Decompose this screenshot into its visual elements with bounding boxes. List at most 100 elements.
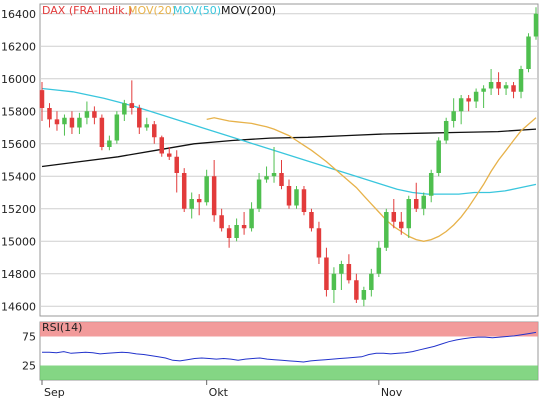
candle [346,254,352,284]
candle [309,208,314,232]
candle-body [189,199,194,209]
mov200-series [41,128,537,168]
candle [436,137,441,177]
y-tick-label: 16400 [1,8,36,21]
candle [443,117,449,144]
candle-body [166,153,172,157]
candle-body [533,13,539,37]
candle-body [526,36,531,69]
candle [354,273,359,303]
candle [451,98,456,128]
candle-body [518,69,524,92]
candle [481,85,486,108]
rsi-tick-label: 25 [22,360,36,373]
x-axis: SepOktNovD [41,380,403,399]
candle-body [54,119,60,125]
candle-body [458,98,464,112]
candle [286,179,292,209]
candle [428,169,434,203]
candle-body [226,228,232,238]
candle [137,104,142,134]
candle-body [473,91,479,102]
candle [369,268,374,297]
candle [533,7,539,40]
rsi-oversold-band [40,365,538,380]
candle-body [129,103,135,108]
candle-body [122,103,127,115]
candle-body [384,212,389,248]
candle-body [413,199,419,209]
price-plot-area [39,3,539,317]
candle-body [204,176,209,203]
candle [129,80,135,115]
candle [518,65,524,99]
candle [241,212,247,235]
candle-body [249,208,254,229]
candle-body [301,189,307,212]
candle-body [256,179,262,209]
candle [496,72,501,95]
candle-body [241,225,247,229]
candle-body [294,189,299,206]
candle [458,95,464,125]
candle [122,99,127,121]
candle-body [436,140,441,173]
candle [331,267,337,303]
mov20-series [206,117,537,242]
candle [361,286,367,307]
candle [107,135,112,151]
candle [211,160,217,222]
candle-body [137,108,142,128]
candle [77,112,82,134]
y-tick-label: 16200 [1,40,36,53]
candles [39,7,539,307]
candle-body [421,195,426,209]
candle [376,241,382,277]
candle-body [84,111,90,118]
candle [47,103,52,128]
y-tick-label: 15000 [1,235,36,248]
legend-dax: DAX (FRA-Indik.) [42,4,132,17]
candle [384,208,389,251]
rsi-series [42,331,537,363]
candle-body [443,121,449,141]
candle [54,111,60,131]
candle-body [316,228,322,258]
candle [189,192,194,219]
candle-body [159,137,165,154]
candle-body [346,264,352,281]
candle [324,247,329,297]
candle-body [369,273,374,290]
candle-body [107,140,112,147]
candle [473,88,479,108]
candle [413,182,419,212]
candle-body [196,199,202,203]
candle [166,147,172,160]
candle-body [361,290,367,300]
mov200-line [41,128,537,168]
candle-body [496,82,501,89]
candle [92,106,97,125]
y-tick-label: 14800 [1,268,36,281]
candle-body [399,221,404,229]
candle [196,194,202,216]
candle [279,160,284,190]
candle-body [279,173,284,186]
candle-body [466,98,471,102]
y-tick-label: 15800 [1,105,36,118]
mov20-line [206,117,537,242]
candle [181,168,187,212]
candle [399,212,404,235]
candle [249,202,254,232]
candle [114,111,120,144]
candle-body [264,176,269,180]
y-tick-label: 15400 [1,170,36,183]
price-y-axis: 14600 14800 15000 15200 15400 15600 15800 16000… [1,8,36,314]
candle-body [234,225,239,238]
x-tick-label: Nov [381,386,403,399]
candle [271,147,277,183]
rsi-y-axis: 25 75 [22,331,36,373]
candle-body [99,117,105,147]
rsi-overbought-band [40,322,538,337]
candle [99,114,105,151]
